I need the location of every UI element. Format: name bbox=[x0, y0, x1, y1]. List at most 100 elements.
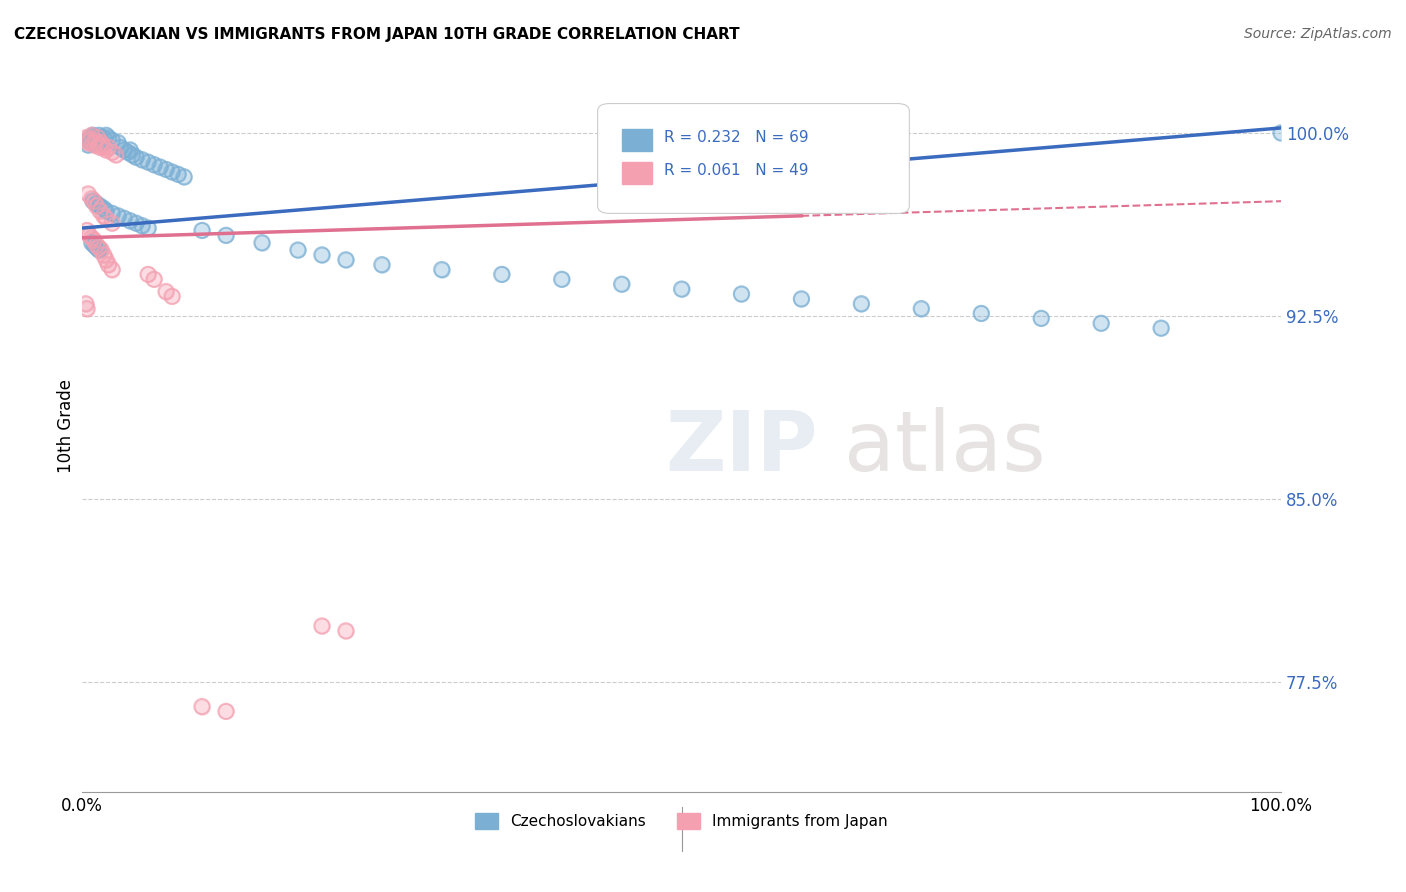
Point bbox=[101, 216, 124, 230]
Point bbox=[790, 292, 813, 306]
Point bbox=[84, 136, 107, 150]
Point bbox=[160, 165, 183, 179]
Point bbox=[1031, 311, 1053, 326]
Point bbox=[101, 262, 124, 277]
Point bbox=[87, 241, 110, 255]
Point bbox=[80, 128, 103, 143]
Point bbox=[1090, 316, 1112, 330]
Point bbox=[1270, 126, 1292, 140]
Point bbox=[79, 130, 101, 145]
Point bbox=[311, 248, 333, 262]
Point bbox=[191, 699, 214, 714]
Point bbox=[89, 203, 111, 218]
Text: Source: ZipAtlas.com: Source: ZipAtlas.com bbox=[1244, 27, 1392, 41]
Point bbox=[491, 268, 513, 282]
Point bbox=[86, 130, 108, 145]
Point bbox=[101, 133, 124, 147]
Point bbox=[77, 186, 100, 201]
Point bbox=[94, 128, 117, 143]
Point bbox=[86, 136, 108, 150]
Point bbox=[610, 277, 633, 292]
Point bbox=[155, 162, 177, 177]
Point bbox=[160, 289, 183, 303]
Point bbox=[89, 130, 111, 145]
Point bbox=[215, 705, 238, 719]
Legend: Czechoslovakians, Immigrants from Japan: Czechoslovakians, Immigrants from Japan bbox=[470, 807, 894, 836]
Point bbox=[82, 128, 104, 143]
Point bbox=[76, 223, 98, 237]
Point bbox=[167, 167, 190, 181]
Point bbox=[76, 301, 98, 316]
Point bbox=[125, 216, 148, 230]
Point bbox=[1150, 321, 1173, 335]
Point bbox=[287, 243, 309, 257]
Point bbox=[86, 238, 108, 252]
Point bbox=[91, 138, 114, 153]
Point bbox=[87, 128, 110, 143]
Point bbox=[550, 272, 572, 286]
Point bbox=[80, 192, 103, 206]
Point bbox=[97, 130, 120, 145]
Text: R = 0.232   N = 69: R = 0.232 N = 69 bbox=[664, 130, 808, 145]
Point bbox=[191, 699, 214, 714]
Point bbox=[160, 165, 183, 179]
Point bbox=[90, 136, 112, 150]
Point bbox=[82, 128, 104, 143]
Point bbox=[80, 136, 103, 150]
Point bbox=[1031, 311, 1053, 326]
Point bbox=[83, 233, 105, 247]
Point bbox=[86, 130, 108, 145]
Point bbox=[86, 241, 108, 255]
Point bbox=[86, 241, 108, 255]
Point bbox=[79, 133, 101, 147]
Point bbox=[215, 228, 238, 243]
Point bbox=[1090, 316, 1112, 330]
Point bbox=[87, 138, 110, 153]
Point bbox=[97, 140, 120, 154]
Point bbox=[82, 136, 104, 150]
Point bbox=[80, 128, 103, 143]
Point bbox=[430, 262, 453, 277]
Point bbox=[90, 133, 112, 147]
Point bbox=[970, 306, 993, 320]
Point bbox=[191, 223, 214, 237]
Point bbox=[97, 140, 120, 154]
Point bbox=[79, 228, 101, 243]
Point bbox=[86, 133, 108, 147]
Text: R = 0.061   N = 49: R = 0.061 N = 49 bbox=[664, 163, 808, 178]
Point bbox=[86, 130, 108, 145]
Point bbox=[93, 130, 115, 145]
Y-axis label: 10th Grade: 10th Grade bbox=[58, 379, 75, 473]
Point bbox=[104, 148, 127, 162]
Point bbox=[79, 130, 101, 145]
Point bbox=[83, 133, 105, 147]
Point bbox=[83, 138, 105, 153]
Point bbox=[107, 209, 129, 223]
Point bbox=[83, 138, 105, 153]
Point bbox=[79, 130, 101, 145]
Point bbox=[93, 248, 115, 262]
Point bbox=[120, 143, 142, 157]
Point bbox=[335, 252, 357, 267]
Point bbox=[87, 243, 110, 257]
Point bbox=[80, 136, 103, 150]
Point bbox=[107, 136, 129, 150]
Point bbox=[87, 243, 110, 257]
Point bbox=[155, 285, 177, 299]
Point bbox=[77, 186, 100, 201]
Point bbox=[86, 196, 108, 211]
Point bbox=[125, 150, 148, 164]
Point bbox=[94, 128, 117, 143]
Point bbox=[87, 241, 110, 255]
Point bbox=[89, 140, 111, 154]
Point bbox=[121, 148, 143, 162]
Point bbox=[143, 157, 166, 171]
Point bbox=[94, 203, 117, 218]
Point bbox=[131, 153, 153, 167]
Point bbox=[112, 143, 135, 157]
FancyBboxPatch shape bbox=[598, 103, 910, 213]
Point bbox=[86, 133, 108, 147]
Point bbox=[89, 199, 111, 213]
Point bbox=[149, 160, 172, 174]
Point bbox=[191, 223, 214, 237]
